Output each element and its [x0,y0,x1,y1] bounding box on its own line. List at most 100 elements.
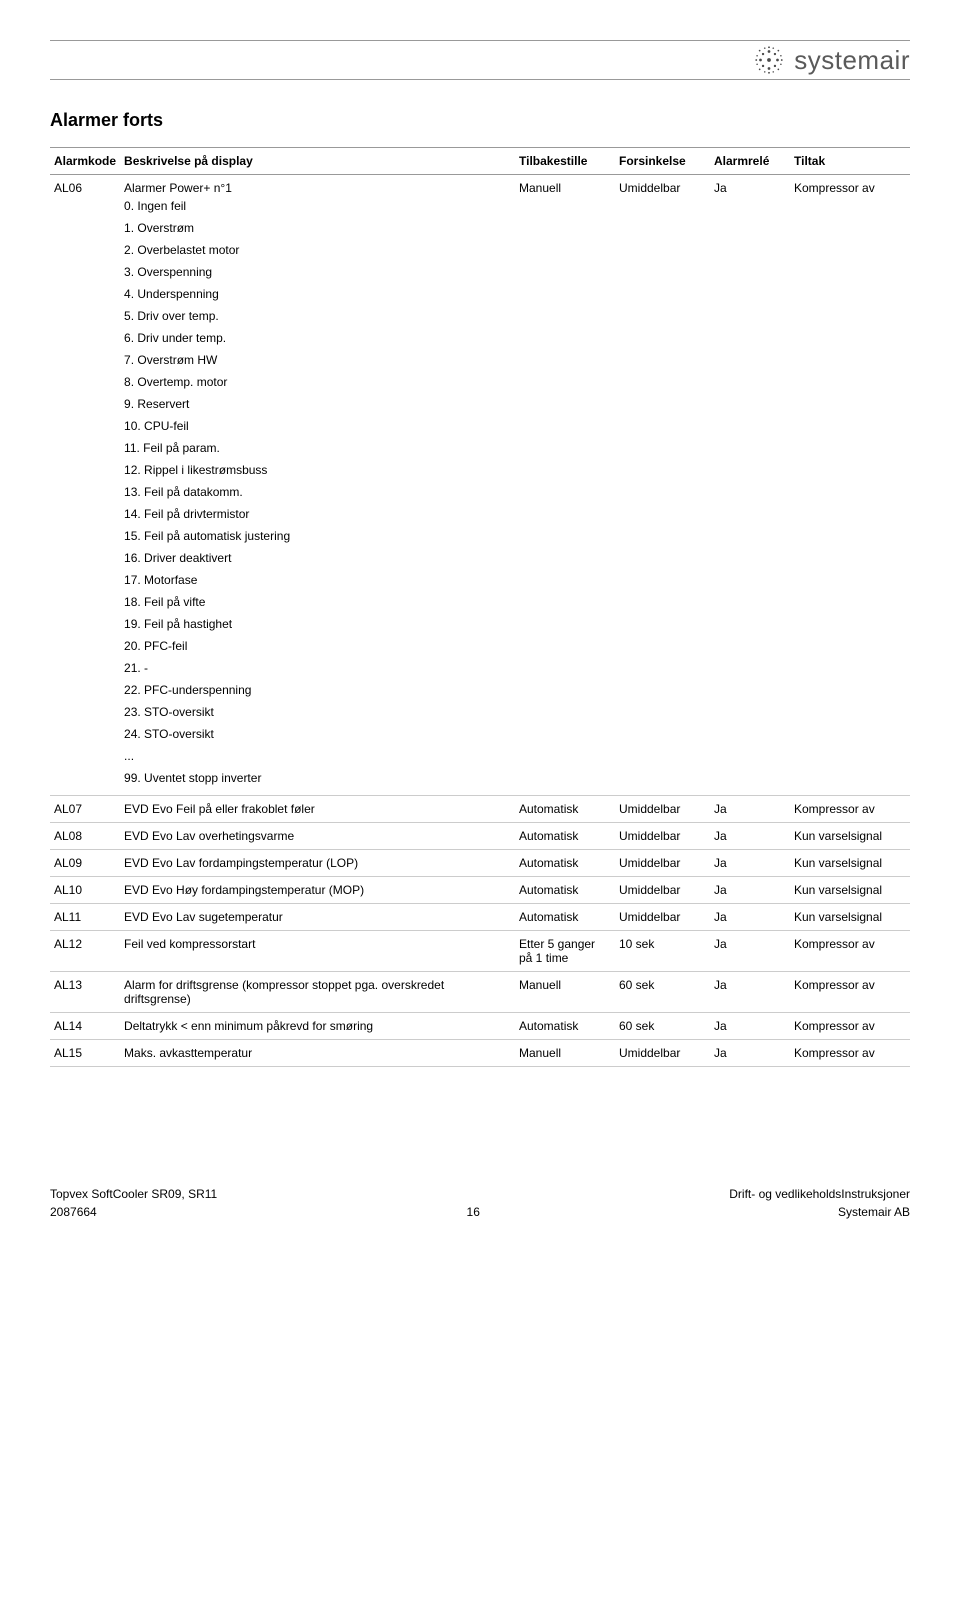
section-title: Alarmer forts [50,110,910,131]
brand-name: systemair [794,45,910,76]
al06-item: ... [124,745,511,767]
cell-reset: Automatisk [515,823,615,850]
footer-product: Topvex SoftCooler SR09, SR11 [50,1187,217,1201]
th-reset: Tilbakestille [515,148,615,175]
cell-reset: Automatisk [515,1013,615,1040]
cell-delay: Umiddelbar [615,850,710,877]
cell-action: Kun varselsignal [790,850,910,877]
cell-delay: Umiddelbar [615,877,710,904]
al06-item: 12. Rippel i likestrømsbuss [124,459,511,481]
cell-desc: EVD Evo Lav overhetingsvarme [120,823,515,850]
page-footer: Topvex SoftCooler SR09, SR11 2087664 16 … [50,1187,910,1219]
cell-reset: Automatisk [515,796,615,823]
table-row: AL12Feil ved kompressorstartEtter 5 gang… [50,931,910,972]
al06-item: 5. Driv over temp. [124,305,511,327]
table-row-al06: AL06 Alarmer Power+ n°1 0. Ingen feil1. … [50,175,910,796]
cell-code: AL08 [50,823,120,850]
cell-desc: EVD Evo Høy fordampingstemperatur (MOP) [120,877,515,904]
cell-desc: EVD Evo Lav fordampingstemperatur (LOP) [120,850,515,877]
al06-item: 2. Overbelastet motor [124,239,511,261]
cell-reset: Manuell [515,1040,615,1067]
th-relay: Alarmrelé [710,148,790,175]
cell-delay: 10 sek [615,931,710,972]
cell-relay: Ja [710,931,790,972]
cell-action: Kun varselsignal [790,823,910,850]
al06-item: 99. Uventet stopp inverter [124,767,511,789]
al06-item: 6. Driv under temp. [124,327,511,349]
al06-item: 3. Overspenning [124,261,511,283]
cell-desc: Feil ved kompressorstart [120,931,515,972]
cell-delay: Umiddelbar [615,1040,710,1067]
cell-code: AL10 [50,877,120,904]
systemair-logo-icon [752,43,786,77]
footer-page-number: 16 [467,1205,480,1219]
cell-delay: Umiddelbar [615,823,710,850]
al06-item: 17. Motorfase [124,569,511,591]
cell-code: AL09 [50,850,120,877]
th-desc: Beskrivelse på display [120,148,515,175]
al06-item: 4. Underspenning [124,283,511,305]
al06-item-list: 0. Ingen feil1. Overstrøm2. Overbelastet… [124,195,511,789]
cell-action: Kompressor av [790,796,910,823]
footer-right: Drift- og vedlikeholdsInstruksjoner Syst… [729,1187,910,1219]
al06-item: 14. Feil på drivtermistor [124,503,511,525]
cell-reset: Automatisk [515,877,615,904]
cell-relay: Ja [710,823,790,850]
cell-desc: Alarm for driftsgrense (kompressor stopp… [120,972,515,1013]
al06-desc-title: Alarmer Power+ n°1 [124,181,511,195]
cell-desc: Alarmer Power+ n°1 0. Ingen feil1. Overs… [120,175,515,796]
al06-item: 22. PFC-underspenning [124,679,511,701]
al06-item: 0. Ingen feil [124,195,511,217]
table-row: AL11EVD Evo Lav sugetemperaturAutomatisk… [50,904,910,931]
cell-reset: Manuell [515,972,615,1013]
al06-item: 1. Overstrøm [124,217,511,239]
cell-action: Kompressor av [790,1013,910,1040]
footer-company: Systemair AB [729,1205,910,1219]
al06-item: 11. Feil på param. [124,437,511,459]
table-row: AL13Alarm for driftsgrense (kompressor s… [50,972,910,1013]
al06-item: 15. Feil på automatisk justering [124,525,511,547]
al06-item: 19. Feil på hastighet [124,613,511,635]
cell-code: AL13 [50,972,120,1013]
cell-relay: Ja [710,850,790,877]
al06-item: 9. Reservert [124,393,511,415]
cell-relay: Ja [710,877,790,904]
alarm-table: Alarmkode Beskrivelse på display Tilbake… [50,147,910,1067]
th-code: Alarmkode [50,148,120,175]
th-delay: Forsinkelse [615,148,710,175]
cell-desc: Deltatrykk < enn minimum påkrevd for smø… [120,1013,515,1040]
al06-item: 16. Driver deaktivert [124,547,511,569]
cell-code: AL11 [50,904,120,931]
cell-action: Kompressor av [790,972,910,1013]
footer-left: Topvex SoftCooler SR09, SR11 2087664 [50,1187,217,1219]
cell-delay: Umiddelbar [615,796,710,823]
cell-relay: Ja [710,1040,790,1067]
cell-relay: Ja [710,904,790,931]
cell-code: AL14 [50,1013,120,1040]
cell-delay: 60 sek [615,1013,710,1040]
cell-action: Kompressor av [790,175,910,796]
footer-docnum: 2087664 [50,1205,217,1219]
th-action: Tiltak [790,148,910,175]
al06-item: 21. - [124,657,511,679]
table-row: AL15Maks. avkasttemperaturManuellUmiddel… [50,1040,910,1067]
cell-delay: Umiddelbar [615,904,710,931]
al06-item: 18. Feil på vifte [124,591,511,613]
table-row: AL08EVD Evo Lav overhetingsvarmeAutomati… [50,823,910,850]
cell-relay: Ja [710,972,790,1013]
cell-delay: Umiddelbar [615,175,710,796]
al06-item: 24. STO-oversikt [124,723,511,745]
table-row: AL14Deltatrykk < enn minimum påkrevd for… [50,1013,910,1040]
al06-item: 7. Overstrøm HW [124,349,511,371]
al06-item: 23. STO-oversikt [124,701,511,723]
al06-item: 13. Feil på datakomm. [124,481,511,503]
cell-relay: Ja [710,175,790,796]
cell-desc: EVD Evo Feil på eller frakoblet føler [120,796,515,823]
cell-reset: Etter 5 ganger på 1 time [515,931,615,972]
cell-action: Kompressor av [790,1040,910,1067]
cell-reset: Automatisk [515,904,615,931]
table-row: AL09EVD Evo Lav fordampingstemperatur (L… [50,850,910,877]
footer-doctype: Drift- og vedlikeholdsInstruksjoner [729,1187,910,1201]
cell-reset: Manuell [515,175,615,796]
cell-code: AL12 [50,931,120,972]
